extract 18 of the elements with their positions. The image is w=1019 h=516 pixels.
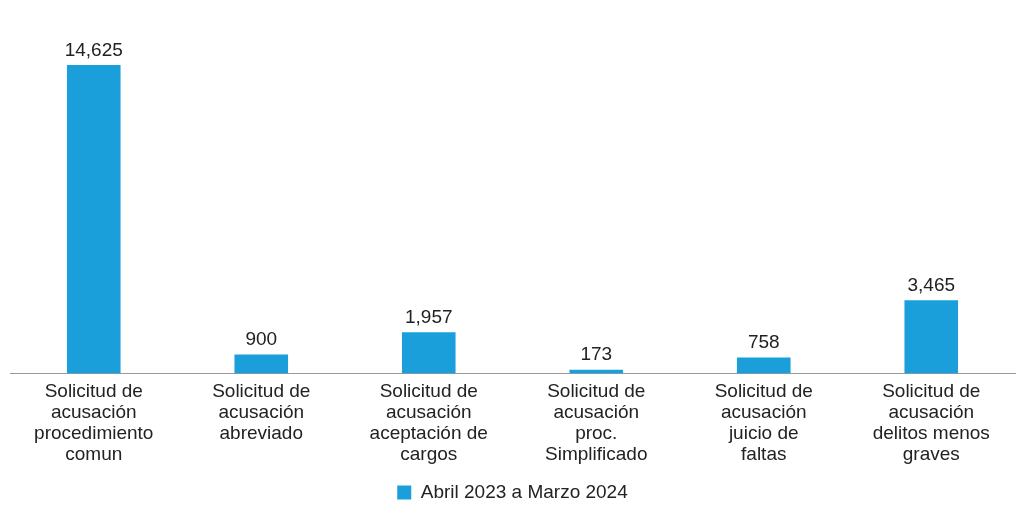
- x-tick-label: Solicitud de acusación aceptación de cargos: [369, 380, 488, 464]
- bar: [401, 332, 456, 374]
- bar: [736, 357, 791, 374]
- data-label: 1,957: [404, 305, 453, 327]
- x-tick-label: Solicitud de acusación abreviado: [212, 380, 311, 443]
- x-tick-label: Solicitud de acusación juicio de faltas: [714, 380, 813, 464]
- x-tick-label: Solicitud de acusación proc. Simplificado: [545, 380, 648, 464]
- data-label: 14,625: [64, 38, 123, 60]
- x-tick-label: Solicitud de acusación delitos menos graves: [872, 380, 990, 464]
- data-label: 173: [580, 343, 613, 365]
- bar: [904, 300, 959, 374]
- bar: [234, 354, 289, 374]
- bar: [66, 65, 121, 374]
- data-label: 758: [747, 331, 780, 353]
- data-label: 900: [245, 328, 278, 350]
- data-label: 3,465: [907, 274, 956, 296]
- legend-label: Abril 2023 a Marzo 2024: [420, 480, 629, 502]
- x-tick-label: Solicitud de acusación procedimiento comun: [34, 380, 154, 464]
